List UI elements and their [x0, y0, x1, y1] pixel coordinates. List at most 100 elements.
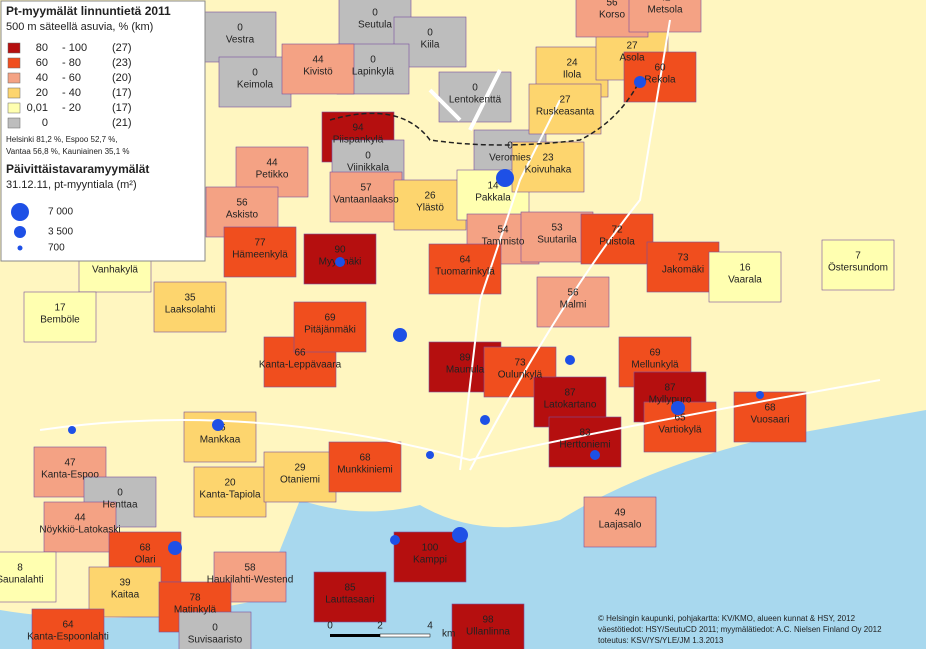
district-area [428, 243, 502, 295]
district-name: Oulunkylä [498, 370, 543, 381]
district-value: 58 [244, 563, 256, 574]
legend-classes: 80 - 100 (27) 60 - 80 (23) 40 - 60 (20) 20 - 40 (17… [7, 42, 132, 129]
legend: Pt-myymälät linnuntietä 2011 500 m sätee… [0, 0, 206, 262]
district-name: Kivistö [303, 67, 333, 78]
scale-label: 0 [327, 621, 333, 632]
legend-low: 80 [36, 42, 48, 54]
district-name: Tuomarinkylä [435, 267, 495, 278]
district-name: Kiila [421, 40, 440, 51]
district-area [708, 251, 782, 303]
district-value: 98 [482, 615, 494, 626]
credit-line: väestötiedot: HSY/SeutuCD 2011; myymälät… [598, 625, 882, 634]
legend-low: 20 [36, 87, 48, 99]
district-area [536, 276, 610, 328]
store-dot [335, 257, 345, 267]
district-name: Kanta-Leppävaara [259, 360, 342, 371]
district-name: Tammisto [482, 237, 525, 248]
district-value: 85 [344, 583, 356, 594]
size-symbol [11, 203, 29, 221]
district-area [821, 239, 895, 291]
district-name: Östersundom [828, 262, 888, 274]
district-area [580, 213, 654, 265]
district-name: Vuosaari [750, 415, 789, 426]
district-name: Laaksolahti [165, 305, 216, 316]
district-value: 68 [359, 453, 371, 464]
district-area [623, 51, 697, 103]
store-dot [168, 541, 182, 555]
district-name: Kamppi [413, 555, 447, 566]
district-name: Viinikkala [347, 163, 389, 174]
district-value: 69 [649, 348, 661, 359]
district-area [23, 291, 97, 343]
district-name: Ruskeasanta [536, 107, 595, 118]
district-name: Olari [134, 555, 155, 566]
district-name: Metsola [647, 5, 682, 16]
district-value: 49 [614, 508, 626, 519]
district-area [583, 496, 657, 548]
district-name: Matinkylä [174, 605, 217, 616]
district-name: Ilola [563, 70, 582, 81]
district-value: 56 [567, 288, 579, 299]
district-value: 90 [334, 245, 346, 256]
district-value: 0 [372, 8, 378, 19]
store-dot [393, 328, 407, 342]
scale-label: 2 [377, 621, 383, 632]
legend-swatch [7, 72, 21, 84]
district-value: 78 [189, 593, 201, 604]
district-value: 26 [424, 191, 436, 202]
credits: © Helsingin kaupunki, pohjakartta: KV/KM… [598, 614, 882, 645]
district-value: 42 [659, 0, 671, 4]
legend-swatch [7, 117, 21, 129]
district-name: Suutarila [537, 235, 577, 246]
credit-line: toteutus: KSV/YS/YLE/JM 1.3.2013 [598, 636, 724, 645]
legend-high: - 20 [62, 102, 81, 114]
district-area [451, 603, 525, 649]
district-value: 68 [764, 403, 776, 414]
district-name: Vantaanlaakso [333, 195, 399, 206]
district-name: Kanta-Tapiola [199, 490, 261, 501]
district-value: 73 [514, 358, 526, 369]
district-value: 14 [487, 181, 499, 192]
district-area [329, 171, 403, 223]
district-name: Lentokenttä [449, 95, 502, 106]
district-labels: 0Seutula0Vestra0Kiila0Keimola0Lapinkylä4… [0, 0, 888, 646]
store-dot [212, 419, 224, 431]
district-value: 72 [611, 225, 623, 236]
district-name: Veromies [489, 153, 531, 164]
district-area [628, 0, 702, 33]
district-area [293, 301, 367, 353]
district-area [528, 83, 602, 135]
district-name: Lauttasaari [325, 595, 374, 606]
legend-note: Vantaa 56,8 %, Kauniainen 35,1 % [6, 147, 130, 156]
district-value: 53 [551, 223, 563, 234]
district-name: Vartiokylä [658, 425, 702, 436]
size-label: 7 000 [48, 207, 73, 218]
scale-bar: 0 2 4 km [327, 621, 455, 640]
district-name: Rekola [644, 75, 676, 86]
district-value: 54 [497, 225, 509, 236]
district-value: 39 [119, 578, 131, 589]
district-value: 44 [266, 158, 278, 169]
size-symbol [17, 245, 23, 251]
size-symbol [14, 226, 26, 238]
district-value: 24 [566, 58, 578, 69]
legend-count: (23) [112, 57, 132, 69]
district-name: Maunula [446, 365, 485, 376]
legend-low: 0 [42, 117, 48, 129]
district-name: Asola [619, 53, 644, 64]
store-dot [496, 169, 514, 187]
district-name: Korso [599, 10, 626, 21]
district-value: 27 [626, 41, 638, 52]
district-area [153, 281, 227, 333]
legend-swatch [7, 57, 21, 69]
legend-swatch [7, 102, 21, 114]
district-value: 44 [74, 513, 86, 524]
store-dot [480, 415, 490, 425]
district-value: 0 [427, 28, 433, 39]
roads [39, 19, 881, 471]
district-value: 0 [237, 23, 243, 34]
district-regions [0, 0, 895, 649]
district-value: 0 [507, 141, 513, 152]
district-name: Lapinkylä [352, 67, 395, 78]
district-area [393, 531, 467, 583]
